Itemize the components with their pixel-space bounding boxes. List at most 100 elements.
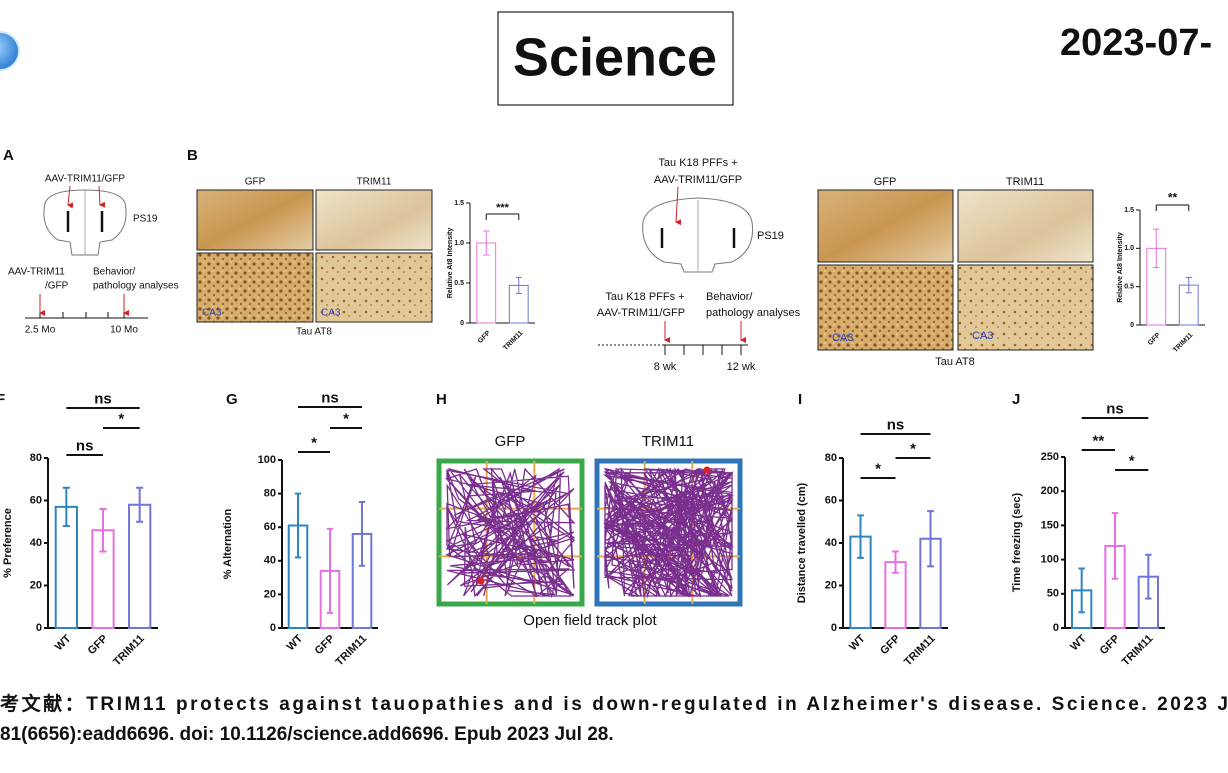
y-tick-label: 0: [270, 622, 276, 634]
y-axis-label: % Alternation: [222, 508, 234, 579]
y-tick-label: 100: [258, 454, 276, 466]
error-bar: [62, 486, 70, 527]
stain-label: Tau AT8: [935, 356, 975, 368]
y-tick-label: 1.5: [1124, 207, 1134, 214]
panel-label: F: [0, 391, 5, 408]
significance-label: **: [1168, 191, 1178, 205]
significance-label: *: [311, 435, 317, 452]
histology-image: [196, 189, 314, 251]
caption: Open field track plot: [523, 612, 657, 629]
timeline-text: AAV-TRIM11: [8, 267, 65, 278]
x-tick-label: TRIM11: [333, 633, 369, 669]
y-tick-label: 0: [1053, 622, 1059, 634]
error-bar: [857, 514, 864, 559]
significance-label: ***: [496, 202, 510, 214]
region-label: CA3: [321, 308, 341, 319]
image-label: GFP: [245, 177, 266, 188]
title: Science: [513, 27, 717, 87]
y-tick-label: 0.5: [454, 280, 464, 287]
y-axis-label: Distance travelled (cm): [796, 482, 808, 603]
significance-label: *: [910, 441, 916, 458]
x-tick-label: TRIM11: [111, 633, 147, 669]
timeline-text: Tau K18 PFFs +: [605, 291, 684, 303]
group-label: TRIM11: [642, 433, 694, 450]
histology-image: [315, 189, 433, 251]
error-bar: [358, 501, 366, 567]
timeline: [25, 312, 148, 319]
significance-bracket: [485, 213, 520, 220]
track-plots: [439, 461, 740, 604]
timeline-text: pathology analyses: [93, 281, 179, 292]
error-bar: [892, 550, 899, 574]
x-tick-label: GFP: [1147, 332, 1162, 347]
x-tick-label: GFP: [313, 633, 337, 657]
error-bar: [483, 230, 490, 256]
panel-label: I: [798, 391, 802, 408]
time-point: 8 wk: [654, 361, 677, 373]
track: [444, 467, 576, 599]
timeline-text: AAV-TRIM11/GFP: [597, 307, 685, 319]
error-bar: [515, 276, 522, 294]
error-bar: [326, 527, 334, 614]
error-bar: [927, 510, 934, 568]
histology-image: [957, 189, 1094, 263]
time-point: 2.5 Mo: [25, 325, 56, 336]
arrow: [98, 185, 106, 208]
panel-label: J: [1012, 391, 1020, 408]
reference-line: 考文献：TRIM11 protects against tauopathies …: [0, 692, 1228, 715]
x-tick-label: GFP: [1098, 633, 1122, 657]
significance-label: ns: [1106, 401, 1124, 418]
image-label: TRIM11: [1006, 176, 1044, 188]
image-label: TRIM11: [357, 177, 392, 188]
region-label: CA3: [202, 308, 222, 319]
y-tick-label: 20: [30, 579, 42, 591]
y-tick-label: 100: [1041, 554, 1059, 566]
x-tick-label: TRIM11: [502, 330, 524, 352]
mouse-label: PS19: [757, 230, 784, 242]
y-tick-label: 0: [1130, 322, 1134, 329]
arrow: [67, 185, 74, 209]
y-tick-label: 40: [264, 555, 276, 567]
y-tick-label: 20: [264, 588, 276, 600]
mouse-label: PS19: [133, 214, 158, 225]
region-label: CA3: [972, 330, 993, 342]
y-axis-label: % Preference: [2, 508, 14, 578]
error-bar: [136, 486, 144, 523]
y-tick-label: 1.5: [454, 200, 464, 207]
error-bar: [1153, 228, 1160, 268]
x-tick-label: WT: [53, 632, 74, 653]
histology-image: [196, 252, 314, 323]
y-tick-label: 60: [825, 494, 837, 506]
bar: [128, 503, 152, 629]
y-tick-label: 80: [30, 452, 42, 464]
stain-label: Tau AT8: [296, 327, 332, 338]
significance-label: ns: [321, 390, 339, 407]
y-axis-label: Relative At8 Intensity: [447, 228, 454, 299]
region-label: CA3: [832, 332, 853, 344]
panel-label: G: [226, 391, 238, 408]
y-tick-label: 60: [30, 494, 42, 506]
significance-label: *: [343, 411, 349, 428]
significance-label: *: [1129, 453, 1135, 470]
y-tick-label: 20: [825, 579, 837, 591]
start-point: [703, 466, 711, 474]
significance-label: ns: [887, 417, 905, 434]
significance-bracket: [1155, 204, 1190, 211]
y-tick-label: 0.5: [1124, 284, 1134, 291]
time-point: 12 wk: [727, 361, 756, 373]
error-bar: [294, 492, 302, 559]
histology-image: [957, 264, 1094, 351]
x-tick-label: GFP: [86, 633, 110, 657]
significance-label: *: [118, 411, 124, 428]
timeline-text: pathology analyses: [706, 307, 801, 319]
y-tick-label: 150: [1041, 519, 1059, 531]
y-tick-label: 200: [1041, 485, 1059, 497]
error-bar: [1078, 567, 1085, 614]
y-tick-label: 0: [831, 622, 837, 634]
error-bar: [1145, 553, 1152, 600]
panel-label: H: [436, 391, 447, 408]
y-axis-label: Relative At8 Intensity: [1117, 232, 1124, 303]
injection-label: AAV-TRIM11/GFP: [654, 174, 742, 186]
